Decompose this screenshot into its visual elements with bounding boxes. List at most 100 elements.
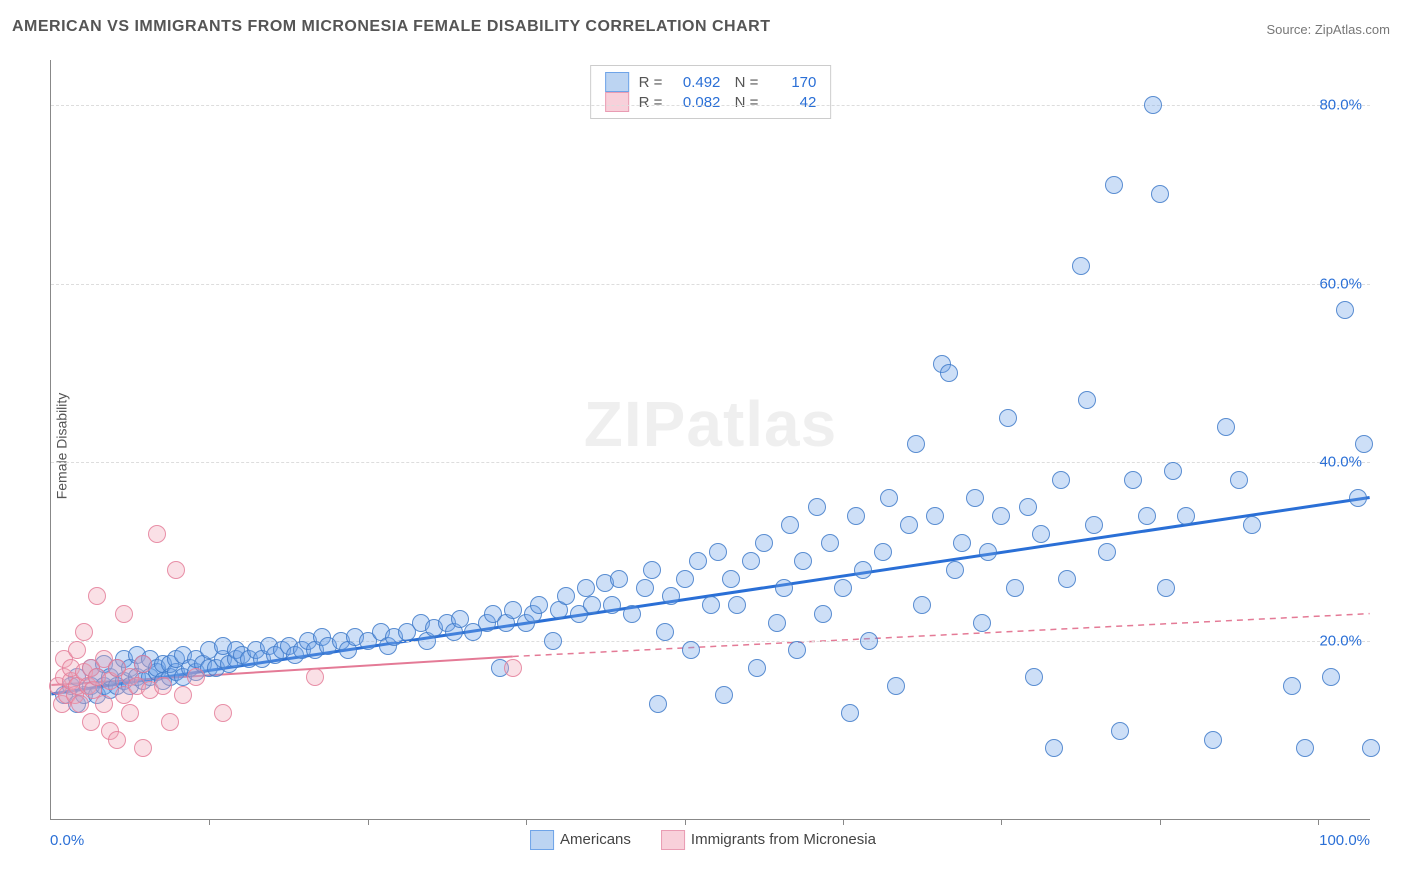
legend-item: Americans bbox=[530, 830, 631, 850]
data-point bbox=[1078, 391, 1096, 409]
data-point bbox=[926, 507, 944, 525]
x-tick bbox=[526, 819, 527, 825]
data-point bbox=[841, 704, 859, 722]
data-point bbox=[834, 579, 852, 597]
legend-n-value-immigrants: 42 bbox=[768, 94, 816, 111]
source-link[interactable]: ZipAtlas.com bbox=[1315, 22, 1390, 37]
data-point bbox=[1019, 498, 1037, 516]
data-point bbox=[847, 507, 865, 525]
x-axis-min-label: 0.0% bbox=[50, 832, 84, 849]
data-point bbox=[1177, 507, 1195, 525]
data-point bbox=[187, 668, 205, 686]
legend-n-label: N = bbox=[730, 94, 758, 111]
data-point bbox=[636, 579, 654, 597]
data-point bbox=[306, 668, 324, 686]
data-point bbox=[781, 516, 799, 534]
data-point bbox=[689, 552, 707, 570]
data-point bbox=[1204, 731, 1222, 749]
legend-row-americans: R = 0.492 N = 170 bbox=[605, 72, 817, 92]
data-point bbox=[1151, 185, 1169, 203]
data-point bbox=[709, 543, 727, 561]
data-point bbox=[1336, 301, 1354, 319]
x-tick bbox=[368, 819, 369, 825]
data-point bbox=[1362, 739, 1380, 757]
data-point bbox=[999, 409, 1017, 427]
y-tick-label: 40.0% bbox=[1319, 454, 1362, 471]
data-point bbox=[702, 596, 720, 614]
data-point bbox=[1105, 176, 1123, 194]
data-point bbox=[715, 686, 733, 704]
data-point bbox=[768, 614, 786, 632]
legend-swatch bbox=[661, 830, 685, 850]
data-point bbox=[979, 543, 997, 561]
data-point bbox=[148, 525, 166, 543]
data-point bbox=[913, 596, 931, 614]
data-point bbox=[742, 552, 760, 570]
series-legend: Americans Immigrants from Micronesia bbox=[530, 830, 876, 850]
legend-row-immigrants: R = 0.082 N = 42 bbox=[605, 92, 817, 112]
legend-item: Immigrants from Micronesia bbox=[661, 830, 876, 850]
data-point bbox=[643, 561, 661, 579]
plot-area: ZIPatlas R = 0.492 N = 170 R = 0.082 N =… bbox=[50, 60, 1370, 820]
data-point bbox=[676, 570, 694, 588]
data-point bbox=[1032, 525, 1050, 543]
correlation-legend: R = 0.492 N = 170 R = 0.082 N = 42 bbox=[590, 65, 832, 119]
legend-n-label: N = bbox=[730, 74, 758, 91]
chart-title: AMERICAN VS IMMIGRANTS FROM MICRONESIA F… bbox=[12, 18, 770, 36]
data-point bbox=[953, 534, 971, 552]
data-point bbox=[530, 596, 548, 614]
watermark-zip: ZIP bbox=[584, 388, 687, 460]
legend-r-label: R = bbox=[639, 94, 663, 111]
x-tick bbox=[843, 819, 844, 825]
data-point bbox=[775, 579, 793, 597]
legend-r-value-americans: 0.492 bbox=[672, 74, 720, 91]
data-point bbox=[544, 632, 562, 650]
data-point bbox=[1322, 668, 1340, 686]
source-prefix: Source: bbox=[1266, 22, 1314, 37]
data-point bbox=[1283, 677, 1301, 695]
data-point bbox=[1045, 739, 1063, 757]
legend-swatch bbox=[530, 830, 554, 850]
data-point bbox=[1085, 516, 1103, 534]
data-point bbox=[1138, 507, 1156, 525]
data-point bbox=[121, 704, 139, 722]
data-point bbox=[1164, 462, 1182, 480]
data-point bbox=[860, 632, 878, 650]
x-tick bbox=[209, 819, 210, 825]
data-point bbox=[95, 695, 113, 713]
data-point bbox=[134, 655, 152, 673]
data-point bbox=[71, 695, 89, 713]
data-point bbox=[75, 623, 93, 641]
legend-n-value-americans: 170 bbox=[768, 74, 816, 91]
watermark: ZIPatlas bbox=[584, 387, 837, 461]
trend-lines-layer bbox=[51, 60, 1370, 819]
data-point bbox=[755, 534, 773, 552]
legend-swatch-immigrants bbox=[605, 92, 629, 112]
data-point bbox=[940, 364, 958, 382]
source-attribution: Source: ZipAtlas.com bbox=[1266, 22, 1390, 37]
data-point bbox=[662, 587, 680, 605]
gridline bbox=[51, 284, 1370, 285]
data-point bbox=[1111, 722, 1129, 740]
data-point bbox=[134, 739, 152, 757]
data-point bbox=[82, 713, 100, 731]
x-axis-max-label: 100.0% bbox=[1319, 832, 1370, 849]
data-point bbox=[748, 659, 766, 677]
data-point bbox=[649, 695, 667, 713]
legend-r-label: R = bbox=[639, 74, 663, 91]
watermark-atlas: atlas bbox=[686, 388, 837, 460]
data-point bbox=[167, 561, 185, 579]
x-tick bbox=[1001, 819, 1002, 825]
data-point bbox=[808, 498, 826, 516]
data-point bbox=[504, 659, 522, 677]
data-point bbox=[656, 623, 674, 641]
data-point bbox=[821, 534, 839, 552]
data-point bbox=[603, 596, 621, 614]
data-point bbox=[1144, 96, 1162, 114]
data-point bbox=[577, 579, 595, 597]
x-tick bbox=[1318, 819, 1319, 825]
chart-container: AMERICAN VS IMMIGRANTS FROM MICRONESIA F… bbox=[0, 0, 1406, 892]
legend-label: Immigrants from Micronesia bbox=[691, 831, 876, 848]
data-point bbox=[1296, 739, 1314, 757]
data-point bbox=[900, 516, 918, 534]
